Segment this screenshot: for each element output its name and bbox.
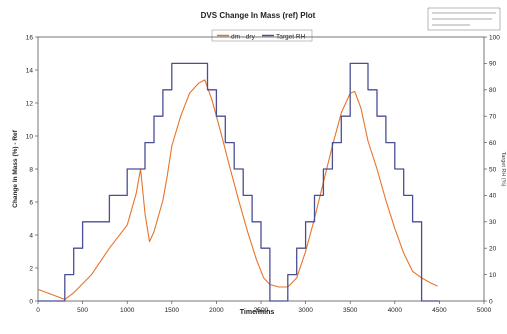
y-tick-label: 12: [26, 100, 34, 107]
chart-legend: dm - dry Target RH: [211, 29, 313, 42]
y2-tick-label: 20: [489, 246, 497, 253]
y2-tick-label: 10: [489, 272, 497, 279]
y2-tick-label: 60: [489, 140, 497, 147]
y-axis-left: 0 2 4 6 8 10 12 14 16: [26, 34, 38, 305]
y-tick-label: 6: [29, 199, 33, 206]
y-tick-label: 0: [29, 298, 33, 305]
x-tick-label: 1500: [165, 307, 180, 314]
y-axis-label: Change In Mass (%) - Ref: [12, 129, 19, 207]
y-tick-label: 14: [26, 67, 34, 74]
x-tick-label: 3500: [343, 307, 358, 314]
x-tick-label: 4000: [388, 307, 403, 314]
y2-tick-label: 70: [489, 114, 497, 121]
y2-tick-label: 80: [489, 87, 497, 94]
y2-tick-label: 30: [489, 219, 497, 226]
y2-tick-label: 50: [489, 166, 497, 173]
y2-tick-label: 90: [489, 61, 497, 68]
y2-tick-label: 0: [489, 298, 493, 305]
y-tick-label: 16: [26, 34, 34, 41]
y2-tick-label: 40: [489, 193, 497, 200]
x-axis-label: Time/mins: [240, 309, 275, 316]
chart-title: DVS Change In Mass (ref) Plot: [201, 11, 316, 20]
y-tick-label: 10: [26, 133, 34, 140]
x-axis: 0 500 1000 1500 2000 2500 3000 3500 4000 4500 5000: [36, 301, 492, 314]
series-line-dm-dry: [37, 79, 438, 300]
series-line-target-rh: [38, 62, 440, 302]
x-tick-label: 1000: [120, 307, 135, 314]
y-axis-right: 0 10 20 30 40 50 60 70 80 90 100: [484, 34, 500, 305]
x-tick-label: 2000: [209, 307, 224, 314]
x-tick-label: 0: [36, 307, 40, 314]
y2-tick-label: 100: [489, 34, 500, 41]
series-layer: [37, 62, 440, 302]
x-tick-label: 3000: [298, 307, 313, 314]
x-tick-label: 500: [77, 307, 88, 314]
y-tick-label: 4: [29, 232, 33, 239]
y-tick-label: 8: [29, 166, 33, 173]
y-tick-label: 2: [29, 265, 33, 272]
y2-axis-label: Target RH (%): [500, 152, 506, 187]
x-tick-label: 4500: [432, 307, 447, 314]
x-tick-label: 5000: [477, 307, 492, 314]
info-box: [427, 7, 501, 31]
x-tick-label: 2500: [254, 307, 269, 314]
